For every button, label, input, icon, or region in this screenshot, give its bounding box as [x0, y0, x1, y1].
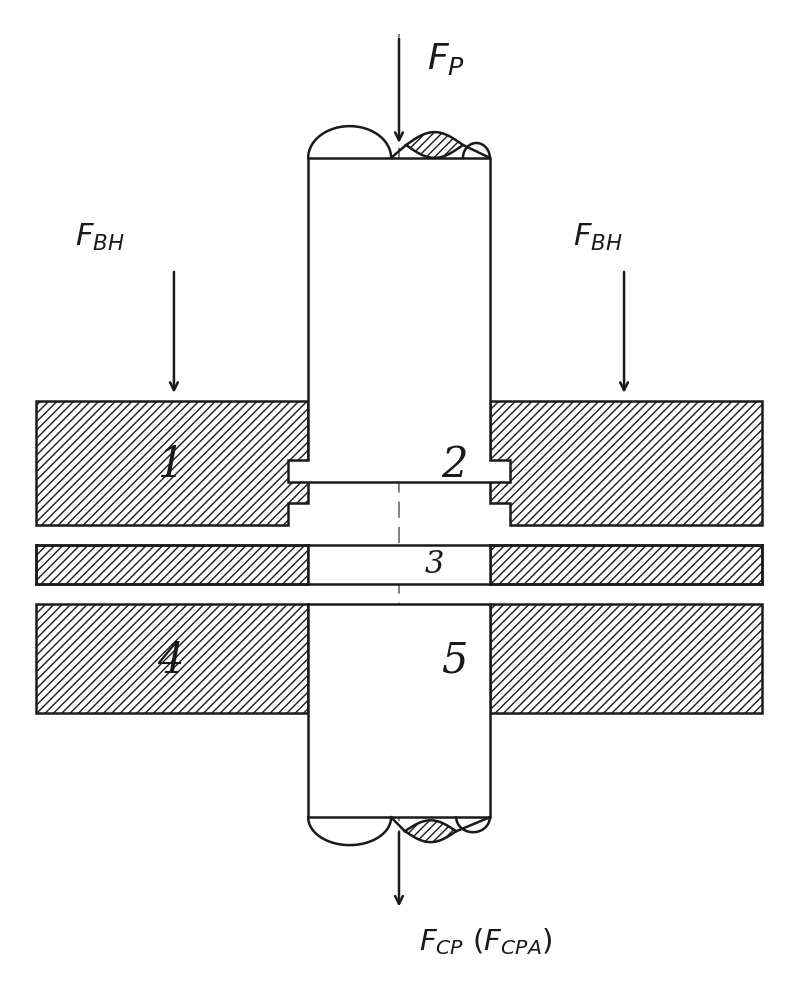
Text: $F_P$: $F_P$ [427, 41, 464, 77]
Polygon shape [288, 158, 510, 482]
Text: 2: 2 [441, 444, 468, 486]
Text: 3: 3 [425, 549, 444, 580]
Polygon shape [405, 820, 456, 842]
Text: 4: 4 [156, 640, 184, 682]
Polygon shape [36, 604, 308, 713]
Polygon shape [406, 132, 463, 158]
Polygon shape [490, 545, 762, 584]
Text: $F_{BH}$: $F_{BH}$ [75, 222, 125, 253]
Polygon shape [36, 401, 308, 525]
Text: 5: 5 [441, 640, 468, 682]
Polygon shape [308, 604, 490, 817]
Text: 1: 1 [156, 444, 184, 486]
Polygon shape [490, 401, 762, 525]
Polygon shape [308, 545, 490, 584]
Polygon shape [36, 545, 308, 584]
Text: $F_{CP}\ (F_{CPA})$: $F_{CP}\ (F_{CPA})$ [419, 926, 552, 957]
Text: $F_{BH}$: $F_{BH}$ [573, 222, 622, 253]
Polygon shape [490, 604, 762, 713]
